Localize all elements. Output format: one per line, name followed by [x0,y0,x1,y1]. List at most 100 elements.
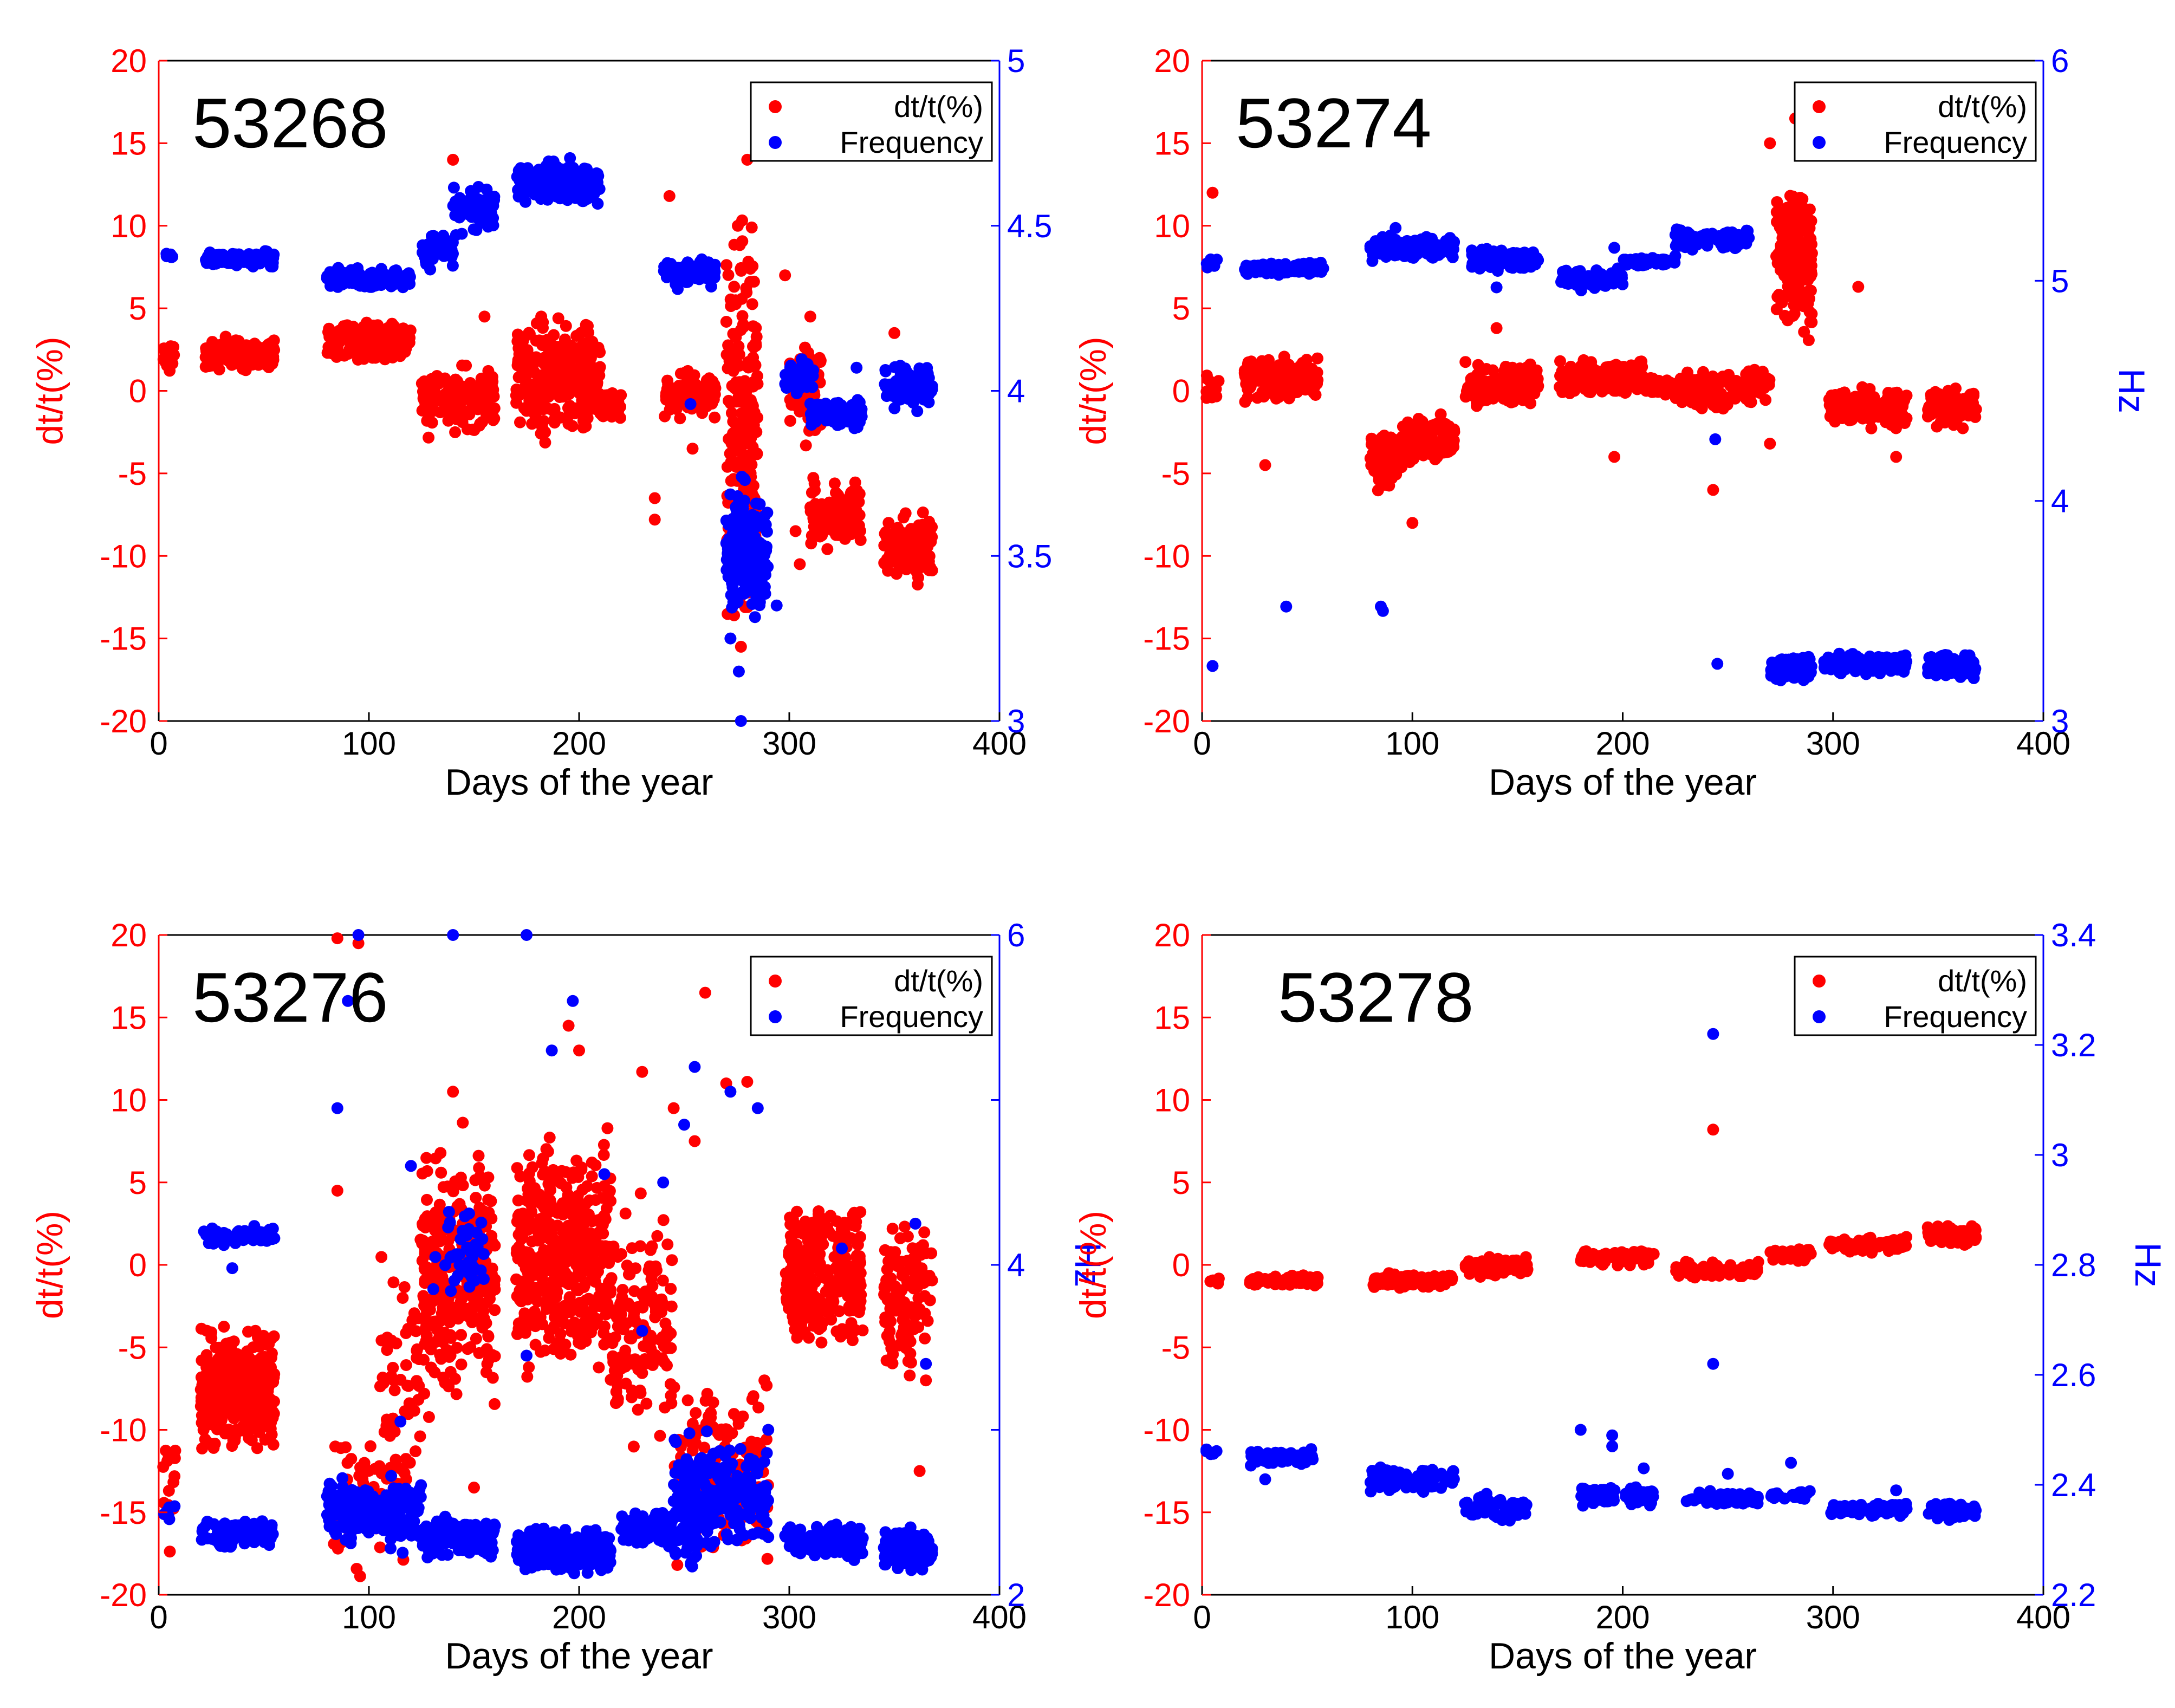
data-point-frequency [568,171,581,183]
left-y-tick-label: -10 [100,538,147,574]
data-point-dtt [899,548,911,560]
data-point-dtt [1504,362,1517,375]
data-point-frequency [660,271,673,283]
data-point-dtt [1794,298,1807,310]
data-point-frequency [1657,254,1669,266]
data-point-dtt [1925,408,1937,421]
data-point-dtt [735,640,747,653]
data-point-frequency [582,190,594,202]
data-point-dtt [1894,398,1907,411]
data-point-frequency [1501,255,1514,268]
data-point-dtt [722,269,735,281]
data-point-dtt [920,539,933,551]
data-point-dtt [1671,392,1684,404]
data-point-dtt [814,530,826,543]
data-point-dtt [740,450,752,462]
data-point-frequency [889,386,901,398]
data-point-frequency [726,559,738,572]
data-point-frequency [233,252,245,264]
data-point-dtt [648,514,661,526]
data-point-dtt [1848,406,1860,418]
data-point-frequency [784,363,796,376]
data-point-dtt [416,404,428,417]
data-point-dtt [1261,386,1273,398]
data-point-dtt [531,381,544,393]
data-point-dtt [1490,322,1503,334]
data-point-frequency [739,474,751,486]
scatter-points [157,152,938,727]
data-point-dtt [1554,355,1566,367]
data-point-dtt [1406,423,1418,436]
data-point-dtt [1802,334,1815,346]
data-point-dtt [661,374,673,387]
data-point-dtt [670,397,683,409]
data-point-dtt [487,384,499,396]
data-point-dtt [738,416,751,428]
x-tick-label: 0 [150,725,167,762]
data-point-dtt [586,371,599,382]
data-point-frequency [1722,226,1734,239]
data-point-dtt [1379,477,1391,489]
data-point-frequency [1201,261,1213,274]
data-point-dtt [519,369,531,381]
data-point-dtt [807,512,820,524]
data-point-dtt [1375,432,1387,445]
data-point-dtt [725,456,737,468]
data-point-dtt [1303,372,1316,384]
data-point-frequency [1673,235,1686,248]
data-point-frequency [709,258,721,271]
data-point-frequency [1411,240,1423,252]
data-point-dtt [1806,268,1818,280]
data-point-frequency [850,361,863,374]
left-y-tick-label: 0 [129,373,147,410]
data-point-dtt [330,350,343,363]
data-point-dtt [240,339,252,352]
data-point-frequency [484,203,497,215]
data-point-dtt [1787,309,1800,322]
data-point-frequency [678,262,691,274]
data-point-dtt [674,412,686,425]
data-point-dtt [1290,386,1302,398]
data-point-dtt [1379,457,1392,470]
data-point-dtt [1561,380,1574,392]
data-point-dtt [1608,369,1621,381]
data-point-dtt [1275,373,1288,385]
data-point-dtt [730,298,742,310]
data-point-dtt [1471,382,1483,394]
data-point-dtt [530,351,542,363]
data-point-dtt [342,322,355,335]
data-point-dtt [1206,186,1219,199]
data-point-frequency [722,538,735,550]
data-point-dtt [449,426,462,438]
data-point-dtt [542,333,554,346]
data-point-dtt [257,354,269,366]
data-point-dtt [1749,373,1761,386]
data-point-dtt [1806,238,1817,250]
data-point-frequency [908,388,921,401]
data-point-dtt [1430,444,1442,457]
data-point-dtt [1777,241,1789,253]
data-point-dtt [720,348,733,361]
data-point-frequency [1787,660,1799,672]
data-point-dtt [923,564,936,576]
data-point-dtt [521,405,533,417]
data-point-frequency [684,398,697,410]
data-point-dtt [221,352,233,365]
data-point-dtt [850,484,863,497]
data-point-frequency [1576,277,1588,290]
data-point-frequency [468,223,480,236]
data-point-dtt [1771,257,1784,269]
data-point-frequency [470,198,482,211]
data-point-dtt [679,366,692,379]
data-point-frequency [730,596,743,609]
data-point-dtt [557,343,570,355]
data-point-dtt [736,235,749,248]
data-point-dtt [1784,190,1796,202]
data-point-dtt [473,419,485,432]
station-id-title: 53268 [192,83,388,163]
right-y-tick-label: 4.5 [1007,208,1052,244]
data-point-frequency [1246,262,1258,274]
left-y-tick-label: 20 [111,43,147,79]
data-point-dtt [746,298,758,310]
